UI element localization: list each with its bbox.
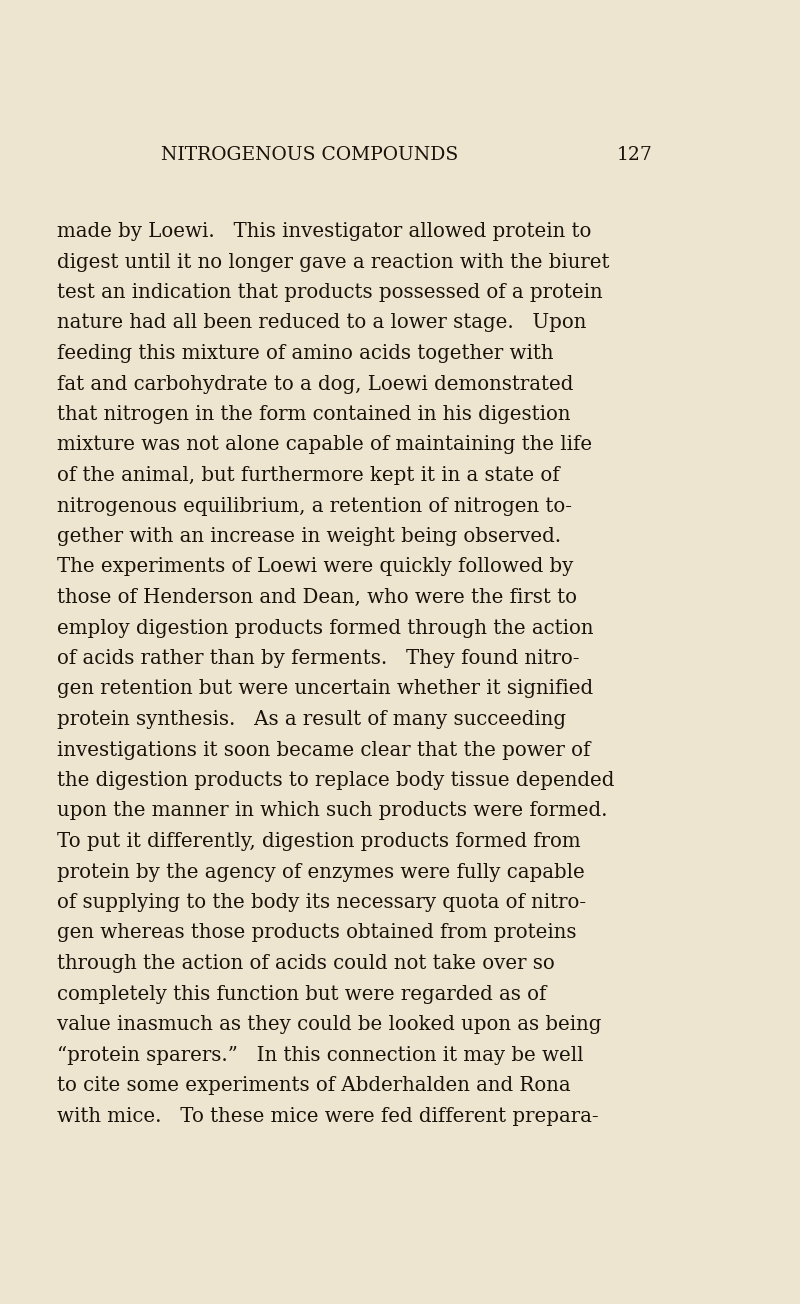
Text: value inasmuch as they could be looked upon as being: value inasmuch as they could be looked u… <box>57 1015 602 1034</box>
Text: the digestion products to replace body tissue depended: the digestion products to replace body t… <box>57 771 614 790</box>
Text: investigations it soon became clear that the power of: investigations it soon became clear that… <box>57 741 590 759</box>
Text: through the action of acids could not take over so: through the action of acids could not ta… <box>57 955 554 973</box>
Text: nature had all been reduced to a lower stage.   Upon: nature had all been reduced to a lower s… <box>57 313 586 333</box>
Text: gen retention but were uncertain whether it signified: gen retention but were uncertain whether… <box>57 679 593 699</box>
Text: To put it differently, digestion products formed from: To put it differently, digestion product… <box>57 832 581 852</box>
Text: digest until it no longer gave a reaction with the biuret: digest until it no longer gave a reactio… <box>57 253 610 271</box>
Text: The experiments of Loewi were quickly followed by: The experiments of Loewi were quickly fo… <box>57 558 574 576</box>
Text: test an indication that products possessed of a protein: test an indication that products possess… <box>57 283 602 303</box>
Text: of the animal, but furthermore kept it in a state of: of the animal, but furthermore kept it i… <box>57 466 560 485</box>
Text: those of Henderson and Dean, who were the first to: those of Henderson and Dean, who were th… <box>57 588 577 606</box>
Text: nitrogenous equilibrium, a retention of nitrogen to-: nitrogenous equilibrium, a retention of … <box>57 497 572 515</box>
Text: with mice.   To these mice were fed different prepara-: with mice. To these mice were fed differ… <box>57 1107 598 1125</box>
Text: that nitrogen in the form contained in his digestion: that nitrogen in the form contained in h… <box>57 406 570 424</box>
Text: of acids rather than by ferments.   They found nitro-: of acids rather than by ferments. They f… <box>57 649 579 668</box>
Text: to cite some experiments of Abderhalden and Rona: to cite some experiments of Abderhalden … <box>57 1076 570 1095</box>
Text: completely this function but were regarded as of: completely this function but were regard… <box>57 985 546 1004</box>
Text: fat and carbohydrate to a dog, Loewi demonstrated: fat and carbohydrate to a dog, Loewi dem… <box>57 374 574 394</box>
Text: protein synthesis.   As a result of many succeeding: protein synthesis. As a result of many s… <box>57 709 566 729</box>
Text: of supplying to the body its necessary quota of nitro-: of supplying to the body its necessary q… <box>57 893 586 911</box>
Text: upon the manner in which such products were formed.: upon the manner in which such products w… <box>57 802 607 820</box>
Text: employ digestion products formed through the action: employ digestion products formed through… <box>57 618 594 638</box>
Text: NITROGENOUS COMPOUNDS: NITROGENOUS COMPOUNDS <box>162 146 458 164</box>
Text: 127: 127 <box>617 146 653 164</box>
Text: gen whereas those products obtained from proteins: gen whereas those products obtained from… <box>57 923 577 943</box>
Text: made by Loewi.   This investigator allowed protein to: made by Loewi. This investigator allowed… <box>57 222 591 241</box>
Text: mixture was not alone capable of maintaining the life: mixture was not alone capable of maintai… <box>57 436 592 455</box>
Text: gether with an increase in weight being observed.: gether with an increase in weight being … <box>57 527 561 546</box>
Text: protein by the agency of enzymes were fully capable: protein by the agency of enzymes were fu… <box>57 862 585 882</box>
Text: feeding this mixture of amino acids together with: feeding this mixture of amino acids toge… <box>57 344 554 363</box>
Text: “protein sparers.”   In this connection it may be well: “protein sparers.” In this connection it… <box>57 1046 583 1064</box>
